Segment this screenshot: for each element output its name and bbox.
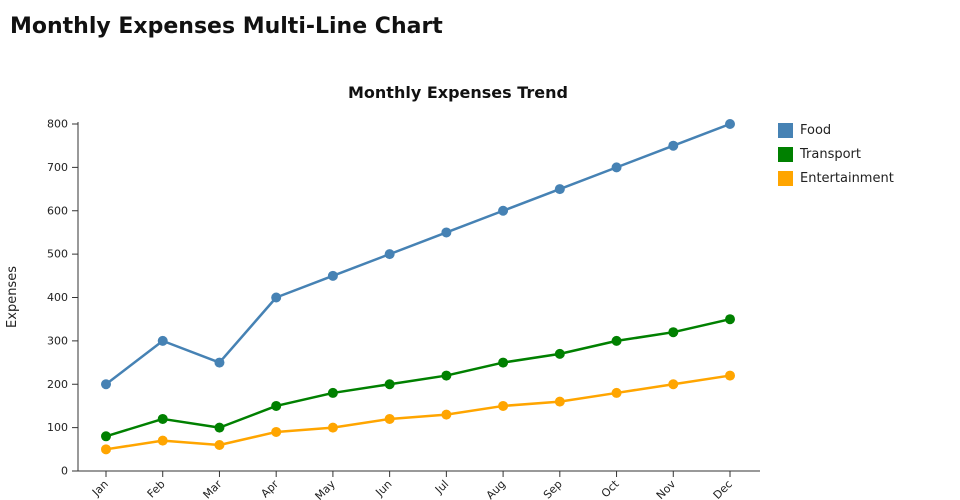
x-tick-label: Aug (484, 478, 508, 500)
data-point-transport (668, 327, 679, 338)
data-point-transport (725, 314, 735, 325)
data-point-entertainment (554, 396, 565, 407)
x-tick-label: Dec (711, 478, 735, 500)
data-point-transport (554, 348, 565, 359)
legend-item-transport: Transport (778, 147, 894, 162)
axes (77, 122, 760, 472)
series-line-food (105, 122, 731, 386)
y-tick-label: 0 (61, 465, 68, 478)
x-tick-label: Jun (373, 478, 395, 500)
y-tick-label: 600 (47, 204, 68, 217)
x-tick-label: Sep (541, 478, 565, 500)
data-point-entertainment (611, 387, 622, 398)
x-tick-label: Oct (599, 477, 622, 500)
x-tick-label: Nov (654, 477, 679, 500)
data-point-transport (214, 422, 225, 433)
legend-label-entertainment: Entertainment (800, 171, 894, 186)
chart-title: Monthly Expenses Trend (348, 83, 568, 102)
data-point-food (271, 292, 282, 303)
legend-swatch-food (778, 123, 793, 138)
y-tick-label: 100 (47, 421, 68, 434)
data-point-entertainment (101, 444, 111, 455)
data-point-food (725, 119, 735, 129)
series-line-transport (105, 317, 731, 438)
legend-label-food: Food (800, 123, 832, 138)
chart-legend: Food Transport Entertainment (778, 123, 894, 195)
series-line-entertainment (105, 374, 731, 451)
y-tick-label: 400 (47, 291, 68, 304)
data-point-transport (498, 357, 509, 368)
data-point-food (214, 357, 225, 368)
y-tick-label: 300 (47, 334, 68, 347)
data-point-food (611, 162, 622, 173)
x-tick-label: Feb (145, 478, 168, 500)
data-point-entertainment (157, 435, 168, 446)
legend-label-transport: Transport (800, 147, 862, 162)
data-point-food (101, 379, 111, 390)
x-tick-label: Jan (89, 478, 111, 500)
data-point-food (668, 140, 679, 151)
data-point-entertainment (214, 439, 225, 450)
data-point-transport (327, 387, 338, 398)
data-point-transport (157, 413, 168, 424)
data-point-entertainment (668, 379, 679, 390)
data-point-entertainment (271, 426, 282, 437)
data-point-entertainment (384, 413, 395, 424)
data-point-entertainment (498, 400, 509, 411)
data-point-food (554, 184, 565, 195)
y-tick-label: 800 (47, 118, 68, 131)
y-tick-label: 200 (47, 378, 68, 391)
data-point-food (327, 270, 338, 281)
legend-item-food: Food (778, 123, 894, 138)
page-title: Monthly Expenses Multi-Line Chart (10, 14, 443, 39)
legend-item-entertainment: Entertainment (778, 171, 894, 186)
legend-swatch-transport (778, 147, 793, 162)
data-point-transport (271, 400, 282, 411)
y-tick-label: 500 (47, 248, 68, 261)
data-point-food (498, 205, 509, 216)
data-point-food (384, 249, 395, 260)
x-tick-label: Mar (201, 477, 225, 500)
data-point-transport (101, 431, 111, 442)
y-tick-label: 700 (47, 161, 68, 174)
x-tick-label: Apr (258, 477, 281, 500)
data-point-entertainment (441, 409, 452, 420)
data-point-food (441, 227, 452, 238)
data-point-transport (611, 335, 622, 346)
data-point-entertainment (327, 422, 338, 433)
x-tick-label: May (313, 477, 339, 500)
y-axis-label: Expenses (5, 266, 20, 328)
data-point-transport (384, 379, 395, 390)
legend-swatch-entertainment (778, 171, 793, 186)
data-point-food (157, 335, 168, 346)
x-tick-label: Jul (432, 478, 451, 497)
data-point-entertainment (725, 370, 735, 381)
data-point-transport (441, 370, 452, 381)
